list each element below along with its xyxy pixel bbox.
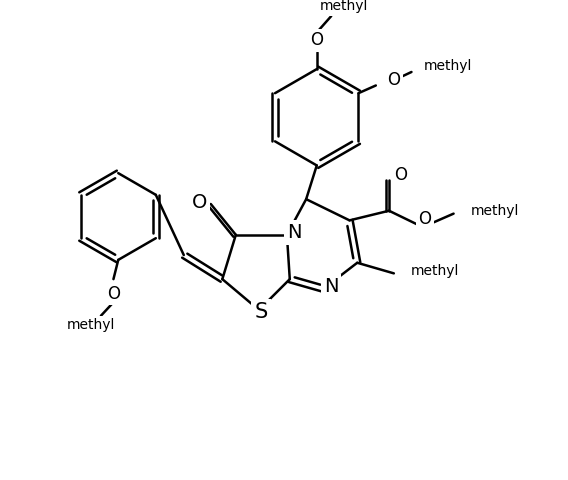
Text: methyl: methyl (471, 204, 519, 218)
Text: N: N (324, 277, 339, 296)
Text: O: O (387, 71, 400, 89)
Text: O: O (310, 31, 323, 49)
Text: methyl: methyl (411, 264, 460, 278)
Text: methyl: methyl (67, 318, 115, 333)
Text: O: O (191, 192, 207, 212)
Text: O: O (418, 210, 431, 228)
Text: O: O (107, 285, 120, 302)
Text: N: N (287, 223, 302, 242)
Text: S: S (254, 302, 268, 322)
Text: methyl: methyl (424, 59, 473, 73)
Text: O: O (394, 166, 407, 184)
Text: methyl: methyl (320, 0, 368, 13)
